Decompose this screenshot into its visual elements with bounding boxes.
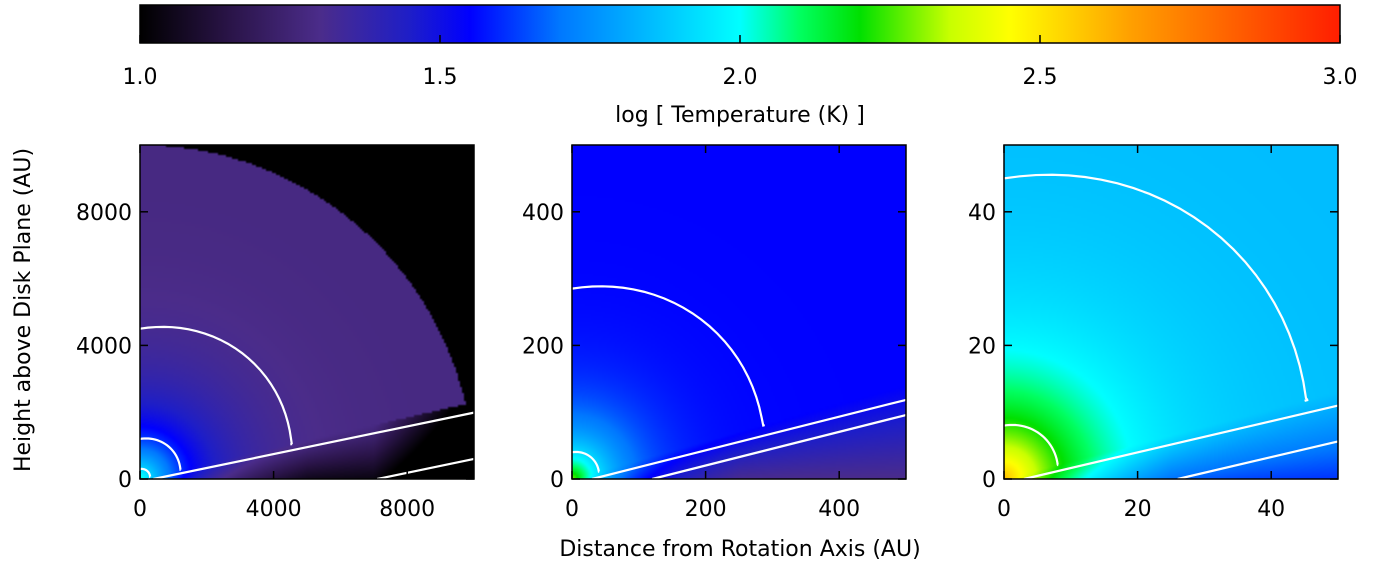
temperature-contour bbox=[1023, 404, 1339, 481]
temperature-contour bbox=[139, 467, 152, 479]
y-tick-label: 0 bbox=[118, 468, 132, 493]
temperature-contour bbox=[376, 457, 475, 481]
colorbar: 1.0 1.5 2.0 2.5 3.0 log [ Temperature (K) ] bbox=[123, 4, 1358, 128]
panel-heatmap bbox=[140, 145, 474, 479]
temperature-contour bbox=[139, 325, 293, 446]
temperature-contour bbox=[153, 411, 475, 481]
colorbar-tick-label: 2.5 bbox=[1023, 65, 1058, 90]
panel-frame bbox=[139, 144, 475, 480]
x-tick-label: 8000 bbox=[379, 497, 435, 522]
y-tick-label: 0 bbox=[982, 468, 996, 493]
temperature-contour bbox=[1003, 173, 1309, 402]
x-tick-label: 0 bbox=[133, 497, 147, 522]
y-tick-label: 8000 bbox=[76, 201, 132, 226]
temperature-contour bbox=[1003, 423, 1059, 467]
temperature-contour bbox=[571, 285, 765, 427]
x-tick-label: 200 bbox=[685, 497, 727, 522]
x-tick-label: 40 bbox=[1257, 497, 1285, 522]
y-tick-label: 200 bbox=[522, 334, 564, 359]
temperature-contour bbox=[139, 437, 182, 472]
colorbar-label: log [ Temperature (K) ] bbox=[615, 103, 865, 128]
x-axis-label: Distance from Rotation Axis (AU) bbox=[559, 537, 920, 562]
x-tick-label: 20 bbox=[1124, 497, 1152, 522]
y-tick-label: 400 bbox=[522, 201, 564, 226]
temperature-contour bbox=[1177, 440, 1339, 481]
colorbar-tick-label: 1.0 bbox=[123, 65, 158, 90]
panel-heatmap bbox=[1004, 145, 1338, 479]
y-tick-label: 20 bbox=[968, 334, 996, 359]
panel-frame bbox=[1003, 144, 1339, 480]
x-tick-label: 4000 bbox=[246, 497, 302, 522]
x-tick-label: 0 bbox=[997, 497, 1011, 522]
panel-frame bbox=[571, 144, 907, 480]
temperature-contour bbox=[571, 450, 600, 473]
panel-1: 0 4000 8000 0 4000 8000 bbox=[76, 144, 475, 522]
y-axis-label: Height above Disk Plane (AU) bbox=[11, 148, 36, 472]
colorbar-ticks: 1.0 1.5 2.0 2.5 3.0 bbox=[123, 35, 1358, 90]
y-tick-label: 0 bbox=[550, 468, 564, 493]
colorbar-tick-label: 2.0 bbox=[723, 65, 758, 90]
y-tick-label: 40 bbox=[968, 201, 996, 226]
panel-2: 0 200 400 0 200 400 bbox=[522, 144, 907, 522]
x-tick-label: 0 bbox=[565, 497, 579, 522]
x-tick-label: 400 bbox=[818, 497, 860, 522]
panel-3: 0 20 40 0 20 40 bbox=[968, 144, 1339, 522]
colorbar-tick-label: 3.0 bbox=[1323, 65, 1358, 90]
panel-heatmap bbox=[572, 145, 906, 479]
y-tick-label: 4000 bbox=[76, 334, 132, 359]
temperature-contour bbox=[651, 413, 907, 481]
colorbar-tick-label: 1.5 bbox=[423, 65, 458, 90]
temperature-contour bbox=[591, 398, 907, 481]
